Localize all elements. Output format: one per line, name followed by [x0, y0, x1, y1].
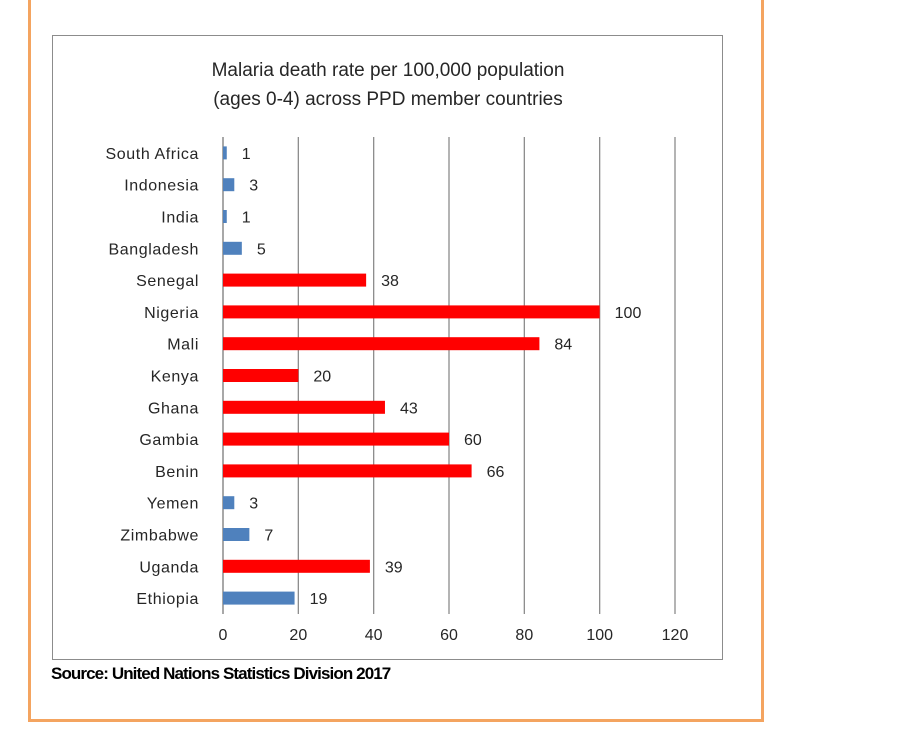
- bar-yemen: [223, 496, 235, 510]
- x-tick-label: 0: [219, 627, 228, 644]
- chart-title-line-1: Malaria death rate per 100,000 populatio…: [212, 60, 565, 81]
- bar-ghana: [223, 400, 385, 414]
- category-label: Benin: [155, 464, 199, 481]
- category-label: Nigeria: [144, 305, 199, 322]
- category-label: Uganda: [139, 559, 199, 576]
- x-tick-label: 120: [662, 627, 689, 644]
- bar-india: [223, 210, 227, 223]
- category-label: Ghana: [148, 400, 199, 417]
- bar-zimbabwe: [223, 528, 250, 541]
- x-tick-label: 100: [586, 627, 613, 644]
- data-label: 38: [381, 273, 399, 290]
- category-label: Gambia: [139, 432, 199, 449]
- data-label: 5: [257, 241, 266, 258]
- data-label: 1: [242, 146, 251, 163]
- source-note: Source: United Nations Statistics Divisi…: [51, 664, 391, 683]
- data-label: 3: [249, 178, 258, 195]
- data-label: 39: [385, 559, 403, 576]
- data-label: 19: [310, 591, 328, 608]
- category-label: Bangladesh: [108, 241, 199, 258]
- category-label: South Africa: [106, 146, 199, 163]
- bar-senegal: [223, 273, 367, 287]
- data-label: 1: [242, 210, 251, 227]
- outer-frame: [28, 0, 764, 722]
- bar-nigeria: [223, 305, 600, 319]
- data-label: 60: [464, 432, 482, 449]
- bar-benin: [223, 464, 472, 478]
- data-label: 3: [249, 496, 258, 513]
- x-tick-label: 60: [440, 627, 458, 644]
- bar-mali: [223, 337, 540, 351]
- data-label: 20: [313, 369, 331, 386]
- x-tick-label: 40: [365, 627, 383, 644]
- bar-indonesia: [223, 178, 235, 192]
- data-label: 43: [400, 400, 418, 417]
- bar-ethiopia: [223, 591, 295, 605]
- x-tick-label: 80: [515, 627, 533, 644]
- category-label: Zimbabwe: [120, 528, 199, 545]
- bar-gambia: [223, 432, 449, 446]
- bar-kenya: [223, 369, 299, 382]
- bar-bangladesh: [223, 241, 242, 255]
- chart-title-line-2: (ages 0-4) across PPD member countries: [213, 89, 563, 110]
- category-label: India: [161, 210, 199, 227]
- category-label: Kenya: [151, 369, 199, 386]
- category-label: Yemen: [147, 496, 199, 513]
- category-label: Senegal: [136, 273, 199, 290]
- category-label: Mali: [167, 337, 199, 354]
- bars: [223, 146, 600, 605]
- x-tick-label: 20: [289, 627, 307, 644]
- category-label: Ethiopia: [136, 591, 199, 608]
- bar-uganda: [223, 559, 370, 573]
- category-label: Indonesia: [124, 178, 199, 195]
- data-label: 7: [264, 528, 273, 545]
- bar-south-africa: [223, 146, 227, 160]
- data-label: 84: [554, 337, 572, 354]
- bar-chart: Malaria death rate per 100,000 populatio…: [106, 60, 689, 644]
- data-label: 100: [615, 305, 642, 322]
- chart-area: Malaria death rate per 100,000 populatio…: [52, 35, 723, 660]
- data-label: 66: [487, 464, 505, 481]
